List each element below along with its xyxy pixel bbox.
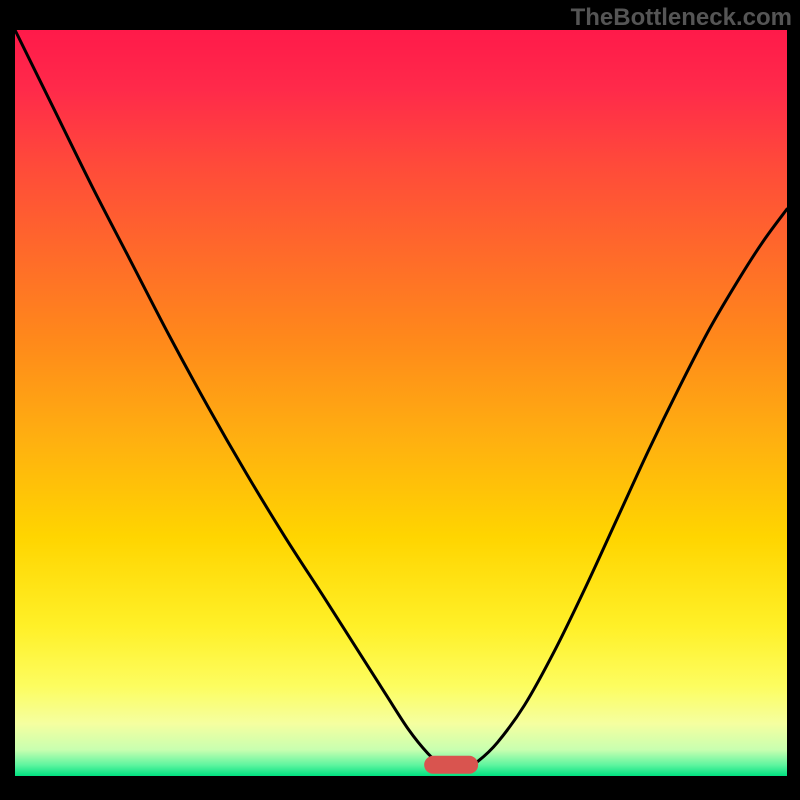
chart-svg xyxy=(0,0,800,800)
optimal-marker xyxy=(424,756,478,774)
bottleneck-chart: TheBottleneck.com xyxy=(0,0,800,800)
watermark-text: TheBottleneck.com xyxy=(571,4,792,32)
